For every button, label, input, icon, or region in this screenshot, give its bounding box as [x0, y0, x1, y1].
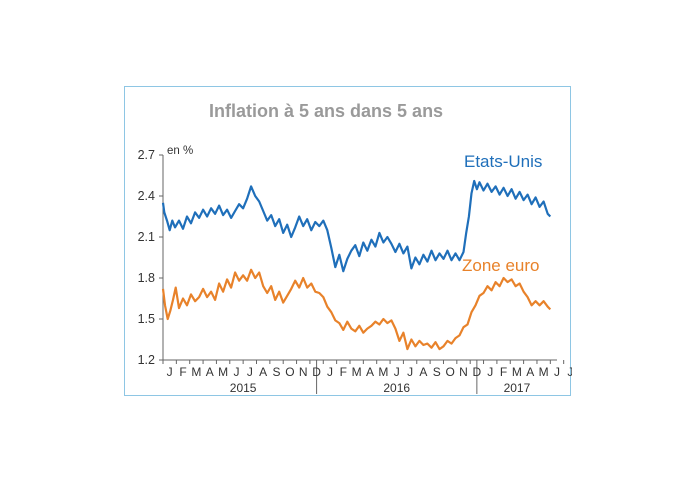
chart-svg: Inflation à 5 ans dans 5 ans en % 2.7 2.4…: [138, 101, 572, 395]
year-label: 2017: [504, 381, 531, 395]
series-label-etats-unis: Etats-Unis: [464, 152, 542, 171]
series-line-zone-euro: [161, 268, 552, 351]
x-tick-label: J: [567, 365, 572, 379]
y-tick-label: 2.1: [138, 230, 155, 244]
x-tick-label: O: [445, 365, 454, 379]
x-tick-label: A: [419, 365, 427, 379]
x-tick-label: N: [459, 365, 468, 379]
x-tick-label: J: [394, 365, 400, 379]
x-tick-label: A: [366, 365, 374, 379]
x-tick-label: M: [191, 365, 201, 379]
x-tick-label: M: [378, 365, 388, 379]
x-tick-label: N: [299, 365, 308, 379]
x-tick-label: J: [487, 365, 493, 379]
x-tick-label: F: [179, 365, 186, 379]
y-tick-label: 2.4: [138, 189, 155, 203]
x-tick-label: A: [526, 365, 534, 379]
x-tick-label: J: [327, 365, 333, 379]
x-tick-label: J: [407, 365, 413, 379]
x-tick-label: S: [433, 365, 441, 379]
year-label: 2016: [383, 381, 410, 395]
y-tick-label: 1.8: [138, 271, 155, 285]
x-tick-label: J: [554, 365, 560, 379]
x-tick-label: M: [539, 365, 549, 379]
x-tick-label: F: [340, 365, 347, 379]
x-tick-label: A: [206, 365, 214, 379]
axes: [159, 154, 565, 394]
x-tick-label: S: [273, 365, 281, 379]
y-unit-label: en %: [167, 145, 193, 157]
chart-title: Inflation à 5 ans dans 5 ans: [209, 101, 443, 121]
y-tick-label: 1.5: [138, 312, 155, 326]
x-tick-label: A: [259, 365, 267, 379]
series-label-zone-euro: Zone euro: [462, 256, 540, 275]
x-tick-label: J: [247, 365, 253, 379]
y-tick-label: 2.7: [138, 148, 155, 162]
x-tick-label: D: [312, 365, 321, 379]
x-tick-label: M: [512, 365, 522, 379]
x-tick-label: J: [233, 365, 239, 379]
series-lines: [161, 179, 552, 351]
x-tick-label: D: [473, 365, 482, 379]
x-tick-label: M: [218, 365, 228, 379]
x-tick-label: O: [285, 365, 294, 379]
series-line-etats-unis: [161, 179, 552, 273]
chart-frame: Inflation à 5 ans dans 5 ans en % 2.7 2.4…: [124, 86, 572, 396]
y-tick-label: 1.2: [138, 353, 155, 367]
x-tick-label: J: [167, 365, 173, 379]
x-tick-label: F: [500, 365, 507, 379]
year-label: 2015: [230, 381, 257, 395]
tick-labels: 2.72.42.11.81.51.2J F M A M J J A S O N D J F M A M J J A S O…: [138, 148, 572, 395]
x-tick-label: M: [352, 365, 362, 379]
